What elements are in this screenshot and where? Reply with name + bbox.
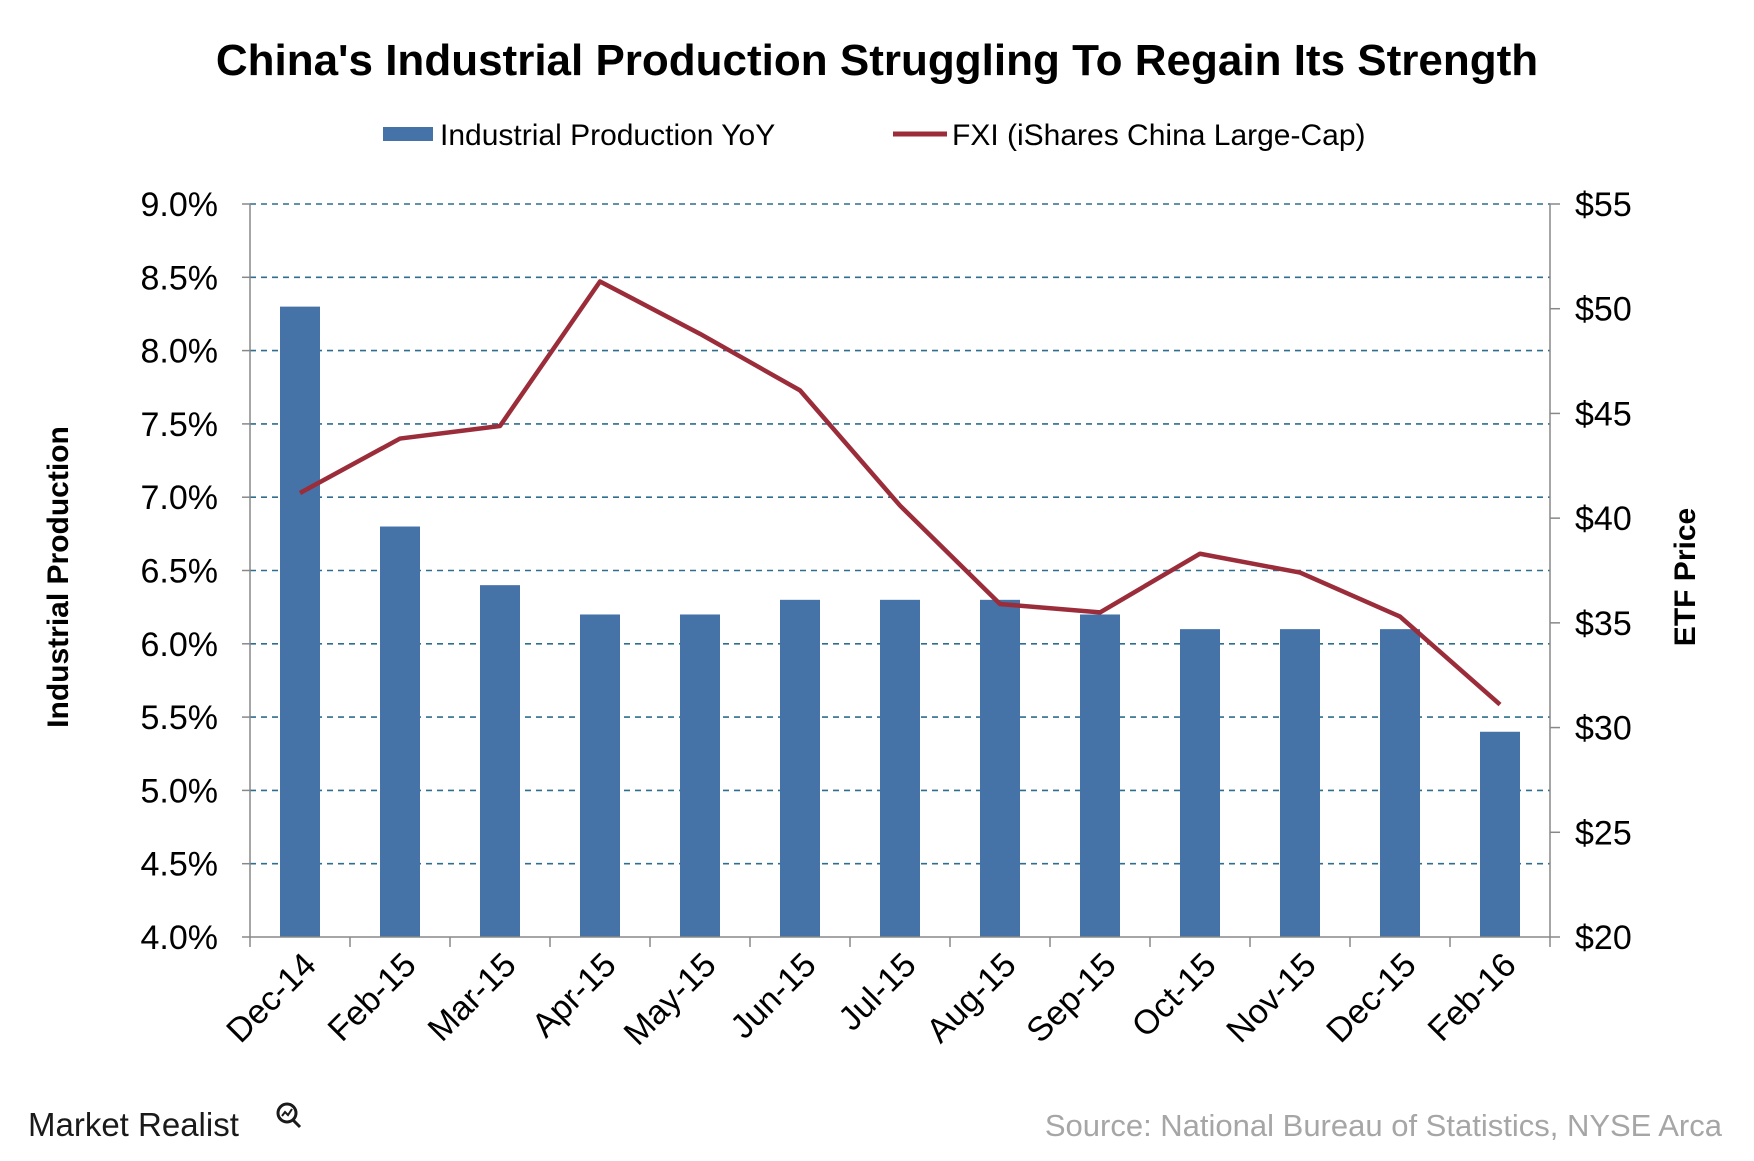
x-tick-label: Feb-16 xyxy=(1421,946,1524,1049)
bar xyxy=(1480,731,1520,937)
y-tick-label: 7.0% xyxy=(141,479,219,517)
source-note: Source: National Bureau of Statistics, N… xyxy=(1045,1108,1723,1143)
x-tick-label: Feb-15 xyxy=(321,946,424,1049)
legend: Industrial Production YoY FXI (iShares C… xyxy=(383,119,1366,152)
x-tick-label: Jun-15 xyxy=(723,946,823,1046)
x-tick-label: Dec-14 xyxy=(219,946,323,1050)
y2-tick-label: $45 xyxy=(1575,395,1632,433)
x-tick-label: Oct-15 xyxy=(1125,946,1224,1045)
bar xyxy=(580,614,620,937)
y-tick-label: 8.5% xyxy=(141,259,219,297)
brand-logo: Market Realist xyxy=(28,1102,302,1143)
x-tick-label: Dec-15 xyxy=(1319,946,1423,1050)
x-tick-label: Jul-15 xyxy=(831,946,923,1038)
bar xyxy=(280,306,320,937)
y-axis-ticks: 4.0% 4.5% 5.0% 5.5% 6.0% 6.5% 7.0% 7.5% 8.0% 8.5%… xyxy=(141,186,250,957)
y-tick-label: 7.5% xyxy=(141,406,219,444)
y2-axis-ticks: $20 $25 $30 $35 $40 $45 $50 $55 xyxy=(1550,186,1632,957)
y-tick-label: 5.5% xyxy=(141,699,219,737)
y2-tick-label: $20 xyxy=(1575,919,1632,957)
y2-tick-label: $35 xyxy=(1575,605,1632,643)
x-tick-label: Sep-15 xyxy=(1019,946,1123,1050)
x-tick-label: Aug-15 xyxy=(919,946,1023,1050)
y-tick-label: 8.0% xyxy=(141,333,219,371)
y-tick-label: 6.0% xyxy=(141,626,219,664)
line-series xyxy=(298,279,1502,707)
bar xyxy=(880,599,920,937)
y-tick-label: 4.5% xyxy=(141,846,219,884)
legend-swatch-bar xyxy=(383,127,433,141)
x-tick-label: May-15 xyxy=(617,946,724,1053)
bar xyxy=(780,599,820,937)
bar xyxy=(680,614,720,937)
y-tick-label: 6.5% xyxy=(141,553,219,591)
x-tick-label: Apr-15 xyxy=(525,946,624,1045)
bar xyxy=(1380,629,1420,937)
bar xyxy=(980,599,1020,937)
fxi-line xyxy=(298,279,1502,707)
y2-tick-label: $40 xyxy=(1575,500,1632,538)
bar xyxy=(1080,614,1120,937)
y2-tick-label: $30 xyxy=(1575,710,1632,748)
bar xyxy=(1180,629,1220,937)
y-tick-label: 4.0% xyxy=(141,919,219,957)
magnifier-chart-icon xyxy=(276,1102,302,1129)
legend-label-bar: Industrial Production YoY xyxy=(440,119,775,152)
y2-tick-label: $25 xyxy=(1575,814,1632,852)
y2-tick-label: $50 xyxy=(1575,291,1632,329)
x-tick-label: Mar-15 xyxy=(421,946,524,1049)
bar xyxy=(1280,629,1320,937)
brand-name: Market Realist xyxy=(28,1106,239,1143)
y2-axis-title: ETF Price xyxy=(1669,508,1702,646)
y-tick-label: 5.0% xyxy=(141,772,219,810)
chart-title: China's Industrial Production Struggling… xyxy=(216,36,1538,85)
x-tick-label: Nov-15 xyxy=(1219,946,1323,1050)
legend-label-line: FXI (iShares China Large-Cap) xyxy=(952,119,1366,152)
bar xyxy=(480,585,520,937)
y2-tick-label: $55 xyxy=(1575,186,1632,224)
bar-series xyxy=(280,306,1520,937)
bar xyxy=(380,526,420,937)
y-tick-label: 9.0% xyxy=(141,186,219,224)
y-axis-title: Industrial Production xyxy=(42,426,75,728)
